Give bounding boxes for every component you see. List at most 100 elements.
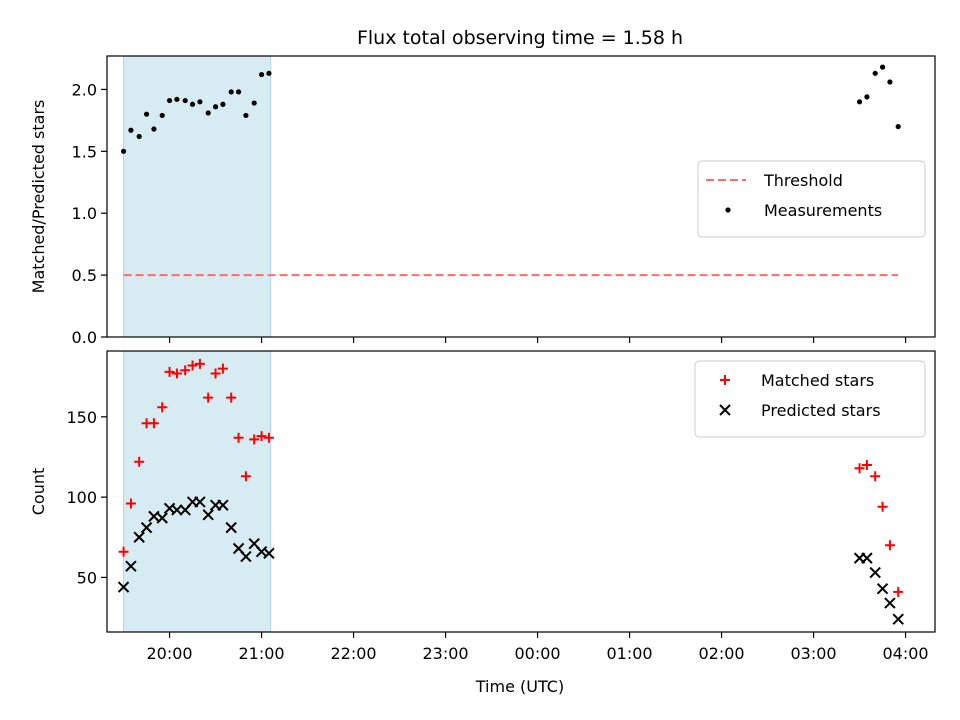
x-tick-label: 21:00: [239, 644, 285, 663]
matched-star-point: [171, 368, 182, 379]
matched-star-point: [187, 360, 198, 371]
matched-star-point: [877, 501, 888, 512]
y-tick-label: 100: [66, 488, 97, 507]
matched-star-point: [893, 586, 904, 597]
measurement-point: [258, 71, 265, 78]
measurement-point: [243, 112, 249, 119]
measurement-point: [205, 110, 211, 116]
legend-box: [694, 360, 926, 438]
y-tick-label: 0.5: [72, 266, 97, 285]
y-tick-label: 50: [77, 568, 97, 587]
y-tick-label: 2.0: [72, 80, 97, 99]
bottom-panel: 50 100 150 Count 20:00 21:00 22:00 23:00 00:00 01…: [29, 350, 936, 663]
predicted-star-point: [876, 582, 889, 595]
predicted-star-point: [861, 552, 873, 564]
x-tick-label: 04:00: [883, 644, 929, 663]
measurement-point: [856, 99, 863, 105]
x-axis-label: Time (UTC): [475, 677, 564, 696]
figure-title: Flux total observing time = 1.58 h: [357, 27, 683, 49]
matched-star-point: [210, 368, 221, 379]
plot-frame: [106, 350, 936, 633]
predicted-star-point: [869, 566, 881, 579]
matched-star-point: [854, 463, 865, 474]
matched-star-point: [263, 432, 274, 443]
measurement-point: [235, 89, 242, 95]
legend-matched-swatch: [720, 375, 730, 385]
measurement-point: [220, 101, 226, 107]
legend-box: [697, 160, 926, 238]
predicted-star-point: [892, 613, 904, 625]
y-tick-label: 1.0: [72, 204, 97, 223]
measurement-point: [136, 133, 142, 140]
measurement-point: [228, 89, 234, 95]
legend-measurement-swatch: [725, 207, 731, 213]
measurement-point: [212, 104, 219, 110]
measurement-point: [879, 64, 886, 70]
measurement-point: [887, 79, 893, 85]
legend-entry-label: Predicted stars: [761, 401, 881, 420]
measurement-point: [174, 96, 180, 102]
plot-frame: [106, 55, 936, 338]
matched-star-point: [240, 471, 251, 482]
predicted-star-point: [263, 547, 275, 560]
predicted-star-point: [156, 512, 168, 524]
observing-window-shading: [123, 350, 272, 633]
observing-window-shading: [123, 55, 272, 338]
x-tick-label: 20:00: [147, 644, 193, 663]
predicted-star-point: [202, 509, 214, 521]
matched-star-point: [194, 358, 205, 369]
predicted-star-point: [194, 496, 206, 508]
matched-star-point: [217, 363, 228, 374]
y-axis-label: Count: [29, 468, 48, 516]
predicted-star-point: [133, 531, 145, 543]
predicted-star-point: [117, 581, 130, 593]
measurement-point: [120, 148, 127, 154]
matched-star-point: [134, 456, 145, 467]
matched-star-point: [203, 392, 214, 403]
matched-star-point: [157, 402, 168, 413]
measurement-point: [251, 100, 257, 106]
predicted-star-point: [171, 504, 183, 516]
matched-star-point: [884, 540, 895, 551]
measurement-point: [895, 123, 901, 130]
legend-entry-label: Matched stars: [761, 371, 874, 390]
top-panel: 0.0 0.5 1.0 1.5 2.0 Matched/Predicted stars Th…: [29, 55, 936, 347]
y-tick-label: 150: [66, 408, 97, 427]
measurement-point: [143, 111, 150, 117]
matched-star-point: [870, 471, 881, 482]
matched-star-point: [164, 366, 175, 377]
predicted-star-point: [140, 521, 153, 534]
x-tick-label: 03:00: [791, 644, 837, 663]
matched-star-point: [861, 460, 872, 471]
legend-entry-label: Measurements: [764, 201, 882, 220]
matched-star-point: [226, 392, 237, 403]
predicted-star-point: [884, 597, 896, 609]
x-tick-label: 23:00: [423, 644, 469, 663]
legend-predicted-swatch: [719, 404, 731, 416]
predicted-star-point: [225, 521, 237, 534]
x-tick-label: 01:00: [607, 644, 653, 663]
measurement-point: [872, 70, 878, 76]
legend-entry-label: Threshold: [763, 171, 843, 190]
x-tick-label: 02:00: [699, 644, 745, 663]
predicted-star-point: [240, 550, 252, 563]
y-tick-label: 1.5: [72, 142, 97, 161]
measurement-point: [151, 126, 157, 132]
matched-star-point: [249, 434, 260, 445]
measurement-point: [266, 70, 272, 76]
measurement-point: [166, 97, 173, 104]
predicted-star-point: [217, 499, 229, 511]
matched-star-point: [256, 431, 267, 442]
matched-star-point: [125, 498, 136, 509]
measurement-point: [864, 94, 870, 100]
measurement-point: [189, 101, 196, 107]
y-axis-label: Matched/Predicted stars: [29, 100, 48, 294]
y-tick-label: 0.0: [72, 328, 97, 347]
matched-star-point: [180, 365, 191, 376]
x-tick-label: 22:00: [331, 644, 377, 663]
measurement-point: [182, 97, 188, 104]
measurement-point: [128, 127, 134, 133]
matched-star-point: [233, 432, 244, 443]
x-tick-label: 00:00: [515, 644, 561, 663]
